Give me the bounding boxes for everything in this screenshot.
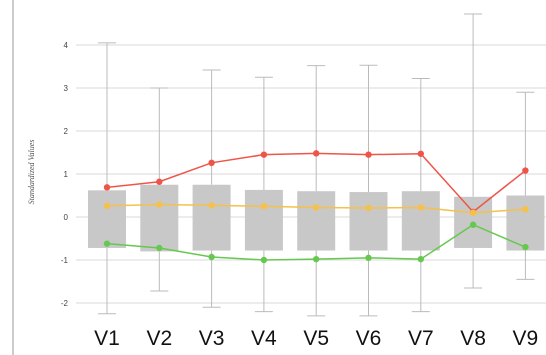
middle-series-point-V4	[260, 203, 268, 210]
middle-series-point-V2	[156, 201, 163, 208]
upper-series-point-V4	[260, 151, 268, 158]
x-axis-ticks: V1 V2 V3 V4 V5 V6 V7 V8 V9	[94, 327, 538, 350]
lower-series-point-V6	[365, 254, 372, 262]
upper-series-point-V9	[522, 167, 529, 174]
y-tick-label--1: -1	[61, 256, 69, 265]
middle-series-point-V8	[469, 209, 477, 216]
lower-series-point-V1	[103, 240, 111, 247]
x-tick-label-V9: V9	[513, 327, 539, 350]
lower-series-point-V9	[522, 243, 529, 251]
upper-series-point-V5	[313, 150, 320, 157]
box-V9	[506, 195, 545, 251]
box-V6	[349, 192, 388, 251]
y-tick-label-2: 2	[64, 127, 69, 136]
lower-series-point-V5	[313, 255, 320, 263]
lower-series-point-V2	[156, 244, 163, 252]
x-tick-label-V6: V6	[356, 327, 382, 350]
gridlines	[76, 44, 546, 304]
box-V3	[192, 184, 231, 251]
series-lines	[103, 150, 529, 264]
lower-series-point-V4	[260, 256, 268, 264]
x-tick-label-V5: V5	[303, 327, 329, 350]
x-tick-label-V2: V2	[146, 327, 172, 350]
upper-series-point-V1	[103, 184, 111, 191]
x-tick-label-V8: V8	[460, 327, 486, 350]
lower-series-point-V8	[469, 221, 477, 228]
lower-series-point-V7	[417, 255, 424, 263]
x-tick-label-V7: V7	[408, 327, 434, 350]
middle-series-point-V5	[313, 204, 320, 211]
box-V4	[244, 189, 283, 251]
middle-series-point-V9	[522, 206, 529, 213]
box-V7	[401, 191, 440, 251]
box-V1	[88, 190, 126, 248]
boxes	[88, 13, 545, 317]
y-axis-label: Standardized Values	[27, 140, 36, 205]
y-tick-label-0: 0	[64, 213, 69, 222]
x-tick-label-V1: V1	[94, 327, 120, 350]
middle-series-point-V6	[365, 204, 372, 212]
box-V2	[140, 184, 179, 252]
lower-series-point-V3	[208, 253, 215, 261]
upper-series-point-V7	[417, 150, 424, 157]
upper-series-point-V6	[365, 151, 372, 158]
x-tick-label-V3: V3	[199, 327, 225, 350]
y-axis-ticks: -2 -1 0 1 2 3 4	[61, 41, 69, 308]
middle-series-point-V1	[103, 202, 111, 210]
y-tick-label-3: 3	[64, 84, 69, 93]
y-tick-label-4: 4	[64, 41, 69, 50]
y-tick-label-1: 1	[64, 170, 69, 179]
x-tick-label-V4: V4	[251, 327, 277, 350]
y-tick-label--2: -2	[61, 299, 69, 308]
box-V5	[297, 191, 336, 251]
upper-series-point-V3	[208, 159, 215, 167]
middle-series-point-V7	[417, 204, 424, 211]
middle-series-point-V3	[208, 202, 215, 209]
upper-series-point-V2	[156, 178, 163, 185]
